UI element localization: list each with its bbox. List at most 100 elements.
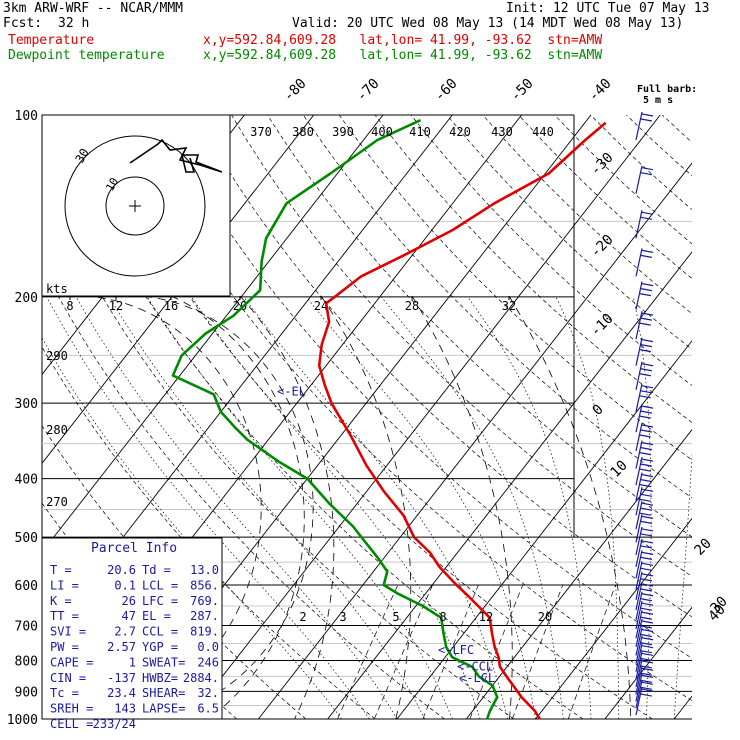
theta-label: 280 (46, 423, 68, 437)
wind-barb-flag (640, 390, 653, 394)
parcel-info-frame (41, 537, 223, 720)
parcel-info-cell: 6.5 (197, 702, 219, 716)
wind-barb-flag (641, 363, 654, 367)
isotherm-line (673, 695, 692, 719)
theta-label: 370 (250, 125, 272, 139)
wind-speed-tick-label: 20 (233, 299, 247, 313)
wind-barb-flag (641, 645, 654, 649)
wind-barb-staff (635, 383, 643, 412)
wind-speed-arc (411, 295, 513, 719)
parcel-info-cell: CELL = (50, 717, 93, 731)
wind-barb-flag (639, 373, 651, 377)
parcel-info-cell: Td = (142, 563, 171, 577)
dry-adiabat-line (518, 115, 692, 279)
wind-barb-flag (640, 254, 653, 258)
wind-barb-staff (635, 571, 643, 601)
pressure-tick-label: 900 (15, 685, 38, 700)
moist-adiabat-line (46, 296, 370, 719)
wind-barb-flag (640, 493, 653, 497)
wind-barb-flag (639, 349, 651, 353)
wind-barb-staff (635, 686, 643, 716)
wind-barb-flag (641, 540, 654, 544)
forecast-hour: 32 h (58, 16, 90, 31)
parcel-info-cell: LCL = (142, 578, 178, 592)
theta-label: 290 (46, 349, 68, 363)
wind-barb-staff (635, 658, 643, 688)
parcel-info-cell: LAPSE= (142, 702, 185, 716)
wind-barb-staff (635, 610, 643, 639)
parcel-info-cell: 246 (197, 655, 219, 669)
wind-barb-flag (640, 625, 653, 629)
wind-barb-flag (641, 602, 654, 606)
parcel-info-cell: 23.4 (107, 686, 136, 700)
wind-speed-arc (508, 295, 632, 719)
parcel-info-cell: PW = (50, 640, 79, 654)
wind-barb-flag (640, 686, 653, 690)
wind-barb-staff (635, 591, 643, 620)
wind-barb-flag (640, 578, 653, 582)
wind-barb-flag (641, 652, 654, 657)
model-title: 3km ARW-WRF -- NCAR/MMM (3, 1, 184, 16)
wind-barb-flag (641, 528, 654, 532)
parcel-info-cell: 47 (122, 609, 136, 623)
wind-barb-flag (641, 211, 654, 215)
wind-barb-staff (635, 651, 643, 680)
moist-adiabat-line (673, 450, 692, 719)
wind-barb-flag (641, 660, 654, 664)
parcel-info-cell: 856. (190, 578, 219, 592)
theta-label: 430 (491, 125, 513, 139)
wind-barb-flag (641, 405, 654, 409)
mixing-ratio-label: 20 (538, 610, 552, 624)
dry-adiabat-line (482, 115, 692, 315)
wind-speed-tick-label: 32 (502, 299, 516, 313)
temperature-tick-label: -10 (588, 311, 617, 340)
wind-barb-flag (641, 674, 654, 678)
dewpoint-curve (171, 119, 499, 720)
dry-adiabat-line (303, 115, 692, 499)
pressure-tick-label: 500 (15, 531, 38, 546)
wind-barb-flag (640, 693, 653, 697)
wind-barb-staff (635, 581, 643, 611)
mixing-ratio-label: 3 (339, 610, 346, 624)
temperature-legend: Temperature (8, 33, 95, 48)
mixing-ratio-line (567, 584, 616, 719)
temperature-tick-label: 10 (608, 458, 631, 481)
mixing-ratio-line (469, 584, 524, 719)
wind-barb-staff (635, 165, 643, 194)
isotherm-line (465, 428, 692, 719)
isotherm-line (327, 251, 692, 719)
wind-speed-tick-label: 8 (66, 299, 73, 313)
wind-barb-flag (639, 498, 651, 502)
dry-adiabat-line (123, 115, 692, 702)
hodograph-trace (129, 138, 223, 173)
wind-barb-flag (641, 593, 654, 597)
moist-adiabat-line (467, 296, 592, 719)
temperature-tick-label: -20 (588, 232, 617, 261)
theta-label: 380 (292, 125, 314, 139)
wind-barb-staff (635, 673, 643, 702)
parcel-info-title: Parcel Info (91, 541, 177, 556)
moist-adiabat-line (146, 296, 453, 719)
parcel-info-cell: 1 (129, 655, 136, 669)
wind-speed-arc (115, 295, 314, 719)
hodograph-ring-outer (64, 135, 206, 277)
temperature-tick-label: -50 (508, 76, 537, 105)
wind-barb-flag (640, 588, 653, 592)
wind-barb-flag (640, 556, 653, 560)
wind-barb-flag (640, 447, 653, 451)
parcel-info-cell: CIN = (50, 671, 86, 685)
wind-barb-flag (641, 442, 654, 446)
wind-barb-flag (641, 688, 654, 692)
parcel-info-cell: -137 (107, 671, 136, 685)
isotherm-line (42, 115, 384, 553)
moist-adiabat-line (42, 337, 342, 719)
wind-barb-flag (639, 468, 651, 472)
wind-barb-staff (635, 666, 643, 695)
wind-barb-flag (641, 488, 654, 492)
wind-barb-flag (640, 616, 653, 620)
wind-barb-staff (635, 472, 643, 501)
pressure-tick-label: 800 (15, 654, 38, 669)
theta-label: 440 (532, 125, 554, 139)
temperature-tick-label: 0 (590, 402, 607, 419)
